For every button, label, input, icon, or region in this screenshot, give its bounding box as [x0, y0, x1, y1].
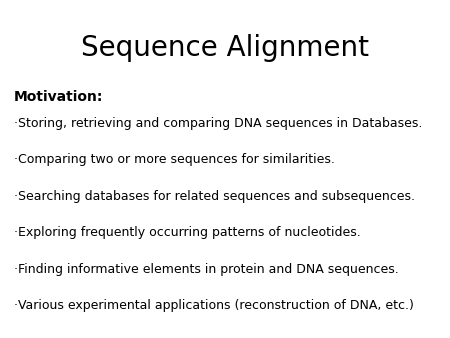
Text: ·Exploring frequently occurring patterns of nucleotides.: ·Exploring frequently occurring patterns… [14, 226, 360, 239]
Text: ·Searching databases for related sequences and subsequences.: ·Searching databases for related sequenc… [14, 190, 414, 202]
Text: Motivation:: Motivation: [14, 90, 103, 103]
Text: ·Various experimental applications (reconstruction of DNA, etc.): ·Various experimental applications (reco… [14, 299, 414, 312]
Text: Sequence Alignment: Sequence Alignment [81, 34, 369, 62]
Text: ·Storing, retrieving and comparing DNA sequences in Databases.: ·Storing, retrieving and comparing DNA s… [14, 117, 422, 129]
Text: ·Comparing two or more sequences for similarities.: ·Comparing two or more sequences for sim… [14, 153, 334, 166]
Text: ·Finding informative elements in protein and DNA sequences.: ·Finding informative elements in protein… [14, 263, 398, 275]
